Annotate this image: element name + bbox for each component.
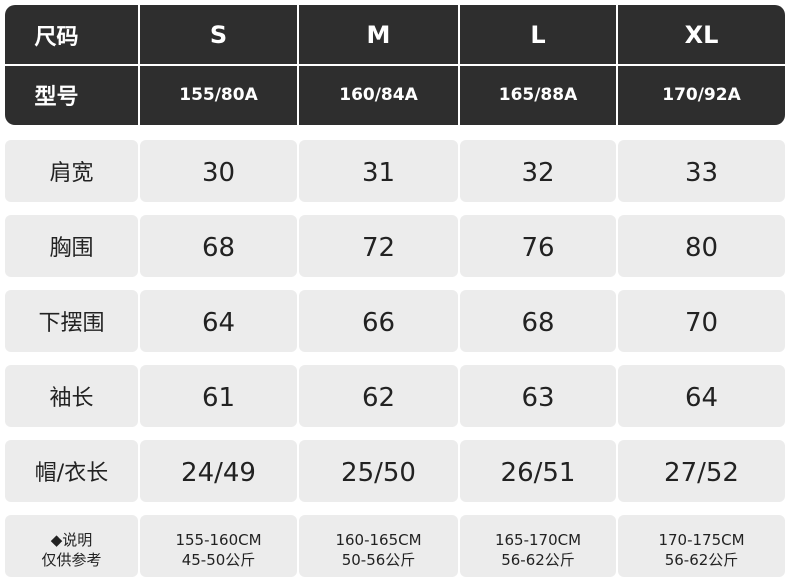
header-cell: 170/92A xyxy=(662,85,741,105)
header-cell: M xyxy=(366,21,391,49)
note-line: 56-62公斤 xyxy=(501,551,575,569)
value-cell: 24/49 xyxy=(140,440,297,502)
note-line: 56-62公斤 xyxy=(664,551,739,569)
value-cell: 30 xyxy=(140,140,297,202)
header-cell: 165/88A xyxy=(498,85,578,105)
row-label: 下摆围 xyxy=(5,290,138,352)
row-label: 肩宽 xyxy=(5,140,138,202)
value-cell: 32 xyxy=(460,140,616,202)
value-cell: 62 xyxy=(299,365,458,427)
value-cell: 61 xyxy=(140,365,297,427)
note-cell: 160-165CM 50-56公斤 xyxy=(299,515,458,577)
note-line: 165-170CM xyxy=(494,531,582,549)
value-cell: 68 xyxy=(460,290,616,352)
header-cell: 尺码 xyxy=(34,25,79,50)
header-cell: 155/80A xyxy=(179,85,258,105)
note-line: 50-56公斤 xyxy=(341,551,416,569)
note-line: ◆说明 xyxy=(50,531,93,549)
row-label: 帽/衣长 xyxy=(5,440,138,502)
header-cell: 型号 xyxy=(34,85,79,110)
value-cell: 68 xyxy=(140,215,297,277)
value-cell: 63 xyxy=(460,365,616,427)
value-cell: 66 xyxy=(299,290,458,352)
note-cell: ◆说明仅供参考 xyxy=(5,515,138,577)
value-cell: 25/50 xyxy=(299,440,458,502)
value-cell: 64 xyxy=(618,365,785,427)
value-cell: 27/52 xyxy=(618,440,785,502)
value-cell: 72 xyxy=(299,215,458,277)
note-cell: 170-175CM 56-62公斤 xyxy=(618,515,785,577)
row-label: 袖长 xyxy=(5,365,138,427)
note-line: 170-175CM xyxy=(658,531,745,549)
value-cell: 26/51 xyxy=(460,440,616,502)
row-divider xyxy=(5,64,785,66)
header-cell: L xyxy=(530,21,546,49)
header-cell: S xyxy=(209,21,228,49)
note-line: 160-165CM xyxy=(335,531,422,549)
note-line: 155-160CM xyxy=(175,531,262,549)
note-line: 仅供参考 xyxy=(41,551,102,569)
value-cell: 70 xyxy=(618,290,785,352)
note-cell: 155-160CM 45-50公斤 xyxy=(140,515,297,577)
value-cell: 64 xyxy=(140,290,297,352)
note-line: 45-50公斤 xyxy=(181,551,256,569)
value-cell: 80 xyxy=(618,215,785,277)
header-cell: 160/84A xyxy=(339,85,418,105)
row-label: 胸围 xyxy=(5,215,138,277)
note-cell: 165-170CM 56-62公斤 xyxy=(460,515,616,577)
value-cell: 33 xyxy=(618,140,785,202)
value-cell: 76 xyxy=(460,215,616,277)
header-cell: XL xyxy=(684,21,719,49)
value-cell: 31 xyxy=(299,140,458,202)
